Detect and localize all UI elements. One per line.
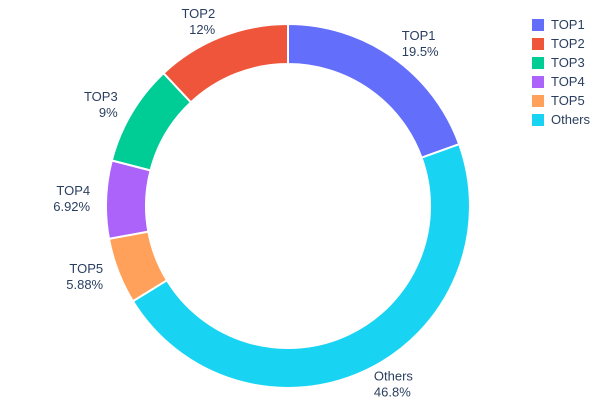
legend-item-top5[interactable]: TOP5 — [531, 93, 590, 108]
legend-item-top1[interactable]: TOP1 — [531, 17, 590, 32]
pie-slice-top4[interactable] — [105, 159, 152, 241]
pie-slice-top5[interactable] — [107, 230, 169, 303]
slice-label-top1: TOP1 19.5% — [402, 28, 439, 59]
legend-label: TOP5 — [550, 93, 585, 108]
legend-item-others[interactable]: Others — [531, 112, 590, 127]
slice-label-top3: TOP3 9% — [84, 89, 118, 120]
legend-swatch-top2 — [531, 38, 544, 50]
legend-label: TOP2 — [550, 36, 585, 51]
legend-swatch-top4 — [531, 76, 544, 88]
slice-label-top2: TOP2 12% — [181, 6, 215, 37]
legend-label: Others — [550, 112, 590, 127]
pie-slice-top3[interactable] — [110, 71, 193, 172]
legend-label: TOP1 — [550, 17, 585, 32]
legend-swatch-others — [531, 114, 544, 126]
slice-label-top4: TOP4 6.92% — [53, 183, 90, 214]
pie-slice-others[interactable] — [131, 142, 471, 389]
legend-label: TOP3 — [550, 55, 585, 70]
legend-label: TOP4 — [550, 74, 585, 89]
legend: TOP1 TOP2 TOP3 TOP4 TOP5 Others — [531, 17, 590, 127]
legend-swatch-top5 — [531, 95, 544, 107]
legend-item-top4[interactable]: TOP4 — [531, 74, 590, 89]
pie-slice-top2[interactable] — [162, 22, 289, 104]
legend-swatch-top3 — [531, 57, 544, 69]
legend-swatch-top1 — [531, 19, 544, 31]
slice-label-top5: TOP5 5.88% — [66, 261, 103, 292]
slice-label-others: Others 46.8% — [374, 368, 414, 399]
legend-item-top3[interactable]: TOP3 — [531, 55, 590, 70]
legend-item-top2[interactable]: TOP2 — [531, 36, 590, 51]
